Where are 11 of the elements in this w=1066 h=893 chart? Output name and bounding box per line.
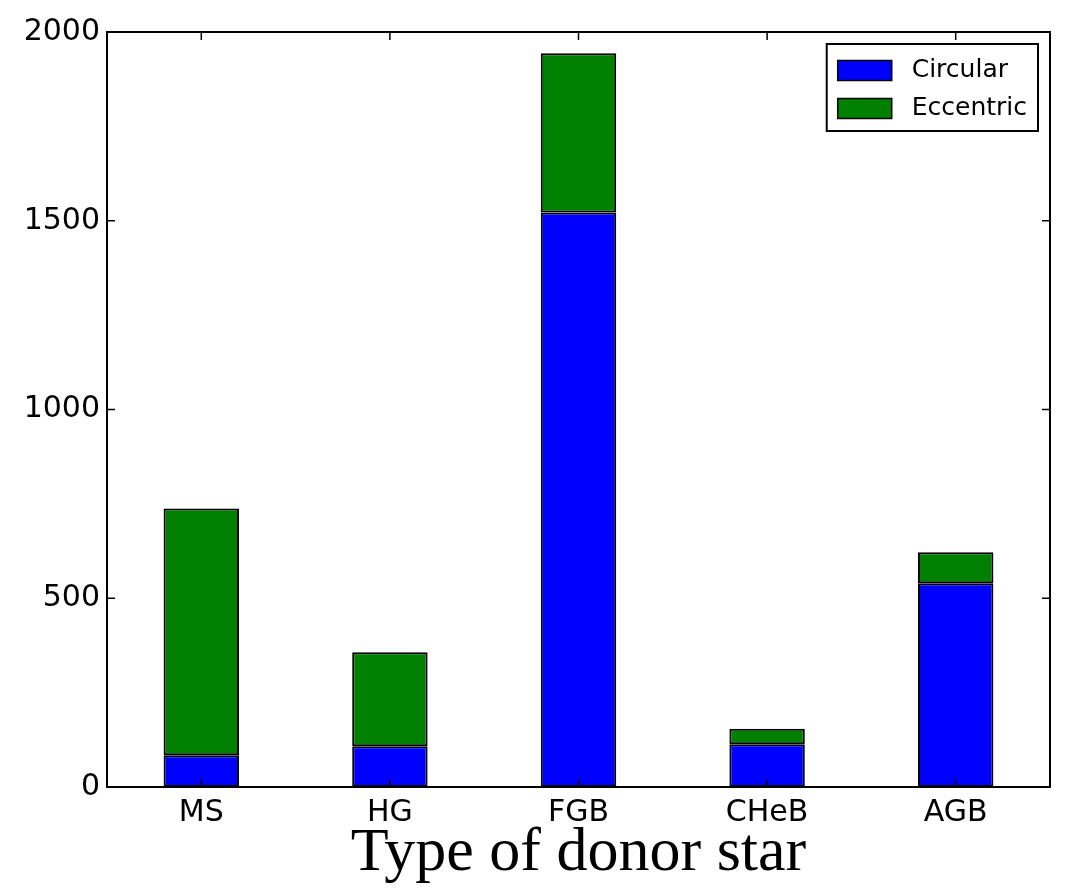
x-tick-label: FGB [547,792,610,828]
legend-label: Eccentric [911,92,1028,121]
y-tick-label: 1000 [23,389,100,425]
legend-label: Circular [911,54,1009,83]
x-tick-label: AGB [923,792,988,828]
y-tick-label: 0 [80,766,100,802]
x-tick-label: MS [178,792,224,828]
y-tick-label: 2000 [23,11,100,47]
y-tick-label: 1500 [23,200,100,236]
x-tick-label: CHeB [725,792,809,828]
y-tick-label: 500 [42,578,100,614]
